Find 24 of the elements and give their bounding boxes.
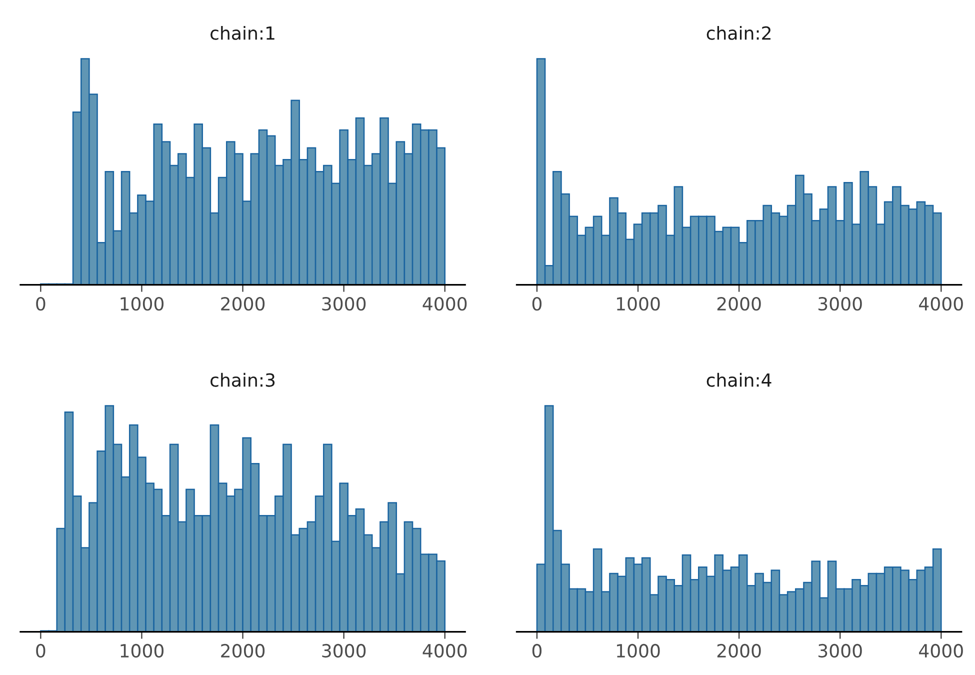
x-tick-label: 1000: [120, 644, 164, 658]
x-tick-label: 4000: [919, 296, 963, 311]
x-tick-label: 1000: [617, 644, 660, 658]
x-tick-label: 1000: [120, 296, 164, 311]
x-tick-label: 2000: [221, 296, 265, 311]
chart-title: chain:4: [706, 372, 772, 387]
x-tick-label: 3000: [322, 296, 366, 311]
x-tick-label: 2000: [717, 644, 761, 658]
chart-title: chain:3: [210, 372, 275, 387]
x-tick-label: 2000: [717, 296, 761, 311]
x-tick-label: 0: [36, 296, 46, 311]
x-tick-label: 3000: [322, 644, 366, 658]
x-tick-label: 4000: [919, 644, 963, 658]
x-tick-label: 3000: [818, 296, 862, 311]
x-tick-label: 0: [36, 644, 46, 658]
x-tick-label: 3000: [818, 644, 862, 658]
chart-title: chain:1: [210, 26, 274, 40]
x-tick-label: 0: [532, 296, 542, 311]
chart-title: chain:2: [706, 26, 770, 40]
x-tick-label: 1000: [617, 296, 660, 311]
x-tick-label: 0: [532, 644, 542, 658]
x-tick-label: 2000: [221, 644, 265, 658]
x-tick-label: 4000: [422, 644, 467, 658]
x-tick-label: 4000: [422, 296, 467, 311]
